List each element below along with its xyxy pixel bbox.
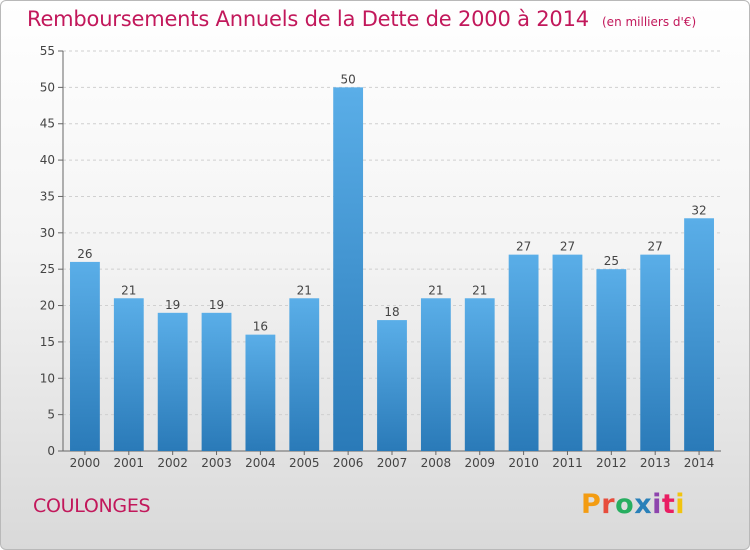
value-label: 27	[516, 240, 531, 254]
x-tick-label: 2010	[508, 456, 539, 470]
bar-2005	[289, 298, 320, 451]
logo-letter: t	[661, 489, 676, 520]
y-tick-label: 30	[40, 226, 55, 240]
bar-2010	[508, 254, 539, 451]
y-tick-label: 35	[40, 189, 55, 203]
value-label: 21	[428, 283, 443, 297]
y-tick-label: 40	[40, 153, 55, 167]
title-block: Remboursements Annuels de la Dette de 20…	[27, 7, 696, 31]
bar-2008	[420, 298, 451, 451]
bar-2007	[377, 320, 407, 451]
bar-2000	[70, 261, 100, 451]
bar-2011	[552, 254, 583, 451]
logo-letter: o	[615, 489, 635, 520]
value-label: 25	[604, 254, 619, 268]
value-label: 21	[297, 283, 312, 297]
logo-letter: P	[581, 489, 602, 520]
axis-layer: 0 5 10 15 20 25 30 35 40 45 50 55 2000 2001 2002 2003 20…	[40, 44, 721, 470]
x-tick-label: 2006	[333, 456, 364, 470]
chart-title: Remboursements Annuels de la Dette de 20…	[27, 7, 589, 31]
y-tick-label: 55	[40, 44, 55, 58]
bar-2003	[201, 312, 232, 451]
x-tick-label: 2001	[114, 456, 145, 470]
y-tick-label: 15	[40, 335, 55, 349]
x-tick-label: 2014	[684, 456, 715, 470]
value-label: 50	[340, 72, 355, 86]
y-tick-label: 25	[40, 262, 55, 276]
value-label: 19	[209, 298, 224, 312]
bar-2002	[157, 312, 188, 451]
x-tick-label: 2008	[421, 456, 452, 470]
value-label: 32	[691, 203, 706, 217]
x-tick-label: 2009	[464, 456, 495, 470]
y-tick-label: 5	[47, 408, 55, 422]
logo-letter: i	[652, 489, 662, 520]
x-tick-label: 2007	[377, 456, 408, 470]
value-label: 16	[253, 320, 268, 334]
bar-2004	[245, 334, 276, 451]
y-tick-label: 45	[40, 117, 55, 131]
bar-2014	[684, 218, 714, 451]
label-layer: 26 21 19 19 16 21 50 18 21 21 27 27 25 27 32	[77, 72, 706, 333]
bar-layer	[70, 87, 714, 451]
x-tick-label: 2003	[201, 456, 232, 470]
logo-letter: i	[675, 489, 686, 520]
value-label: 26	[77, 247, 92, 261]
bar-2001	[113, 298, 144, 451]
x-tick-label: 2005	[289, 456, 320, 470]
value-label: 27	[648, 240, 663, 254]
x-tick-label: 2011	[552, 456, 583, 470]
chart-unit: (en milliers d'€)	[602, 15, 697, 29]
y-tick-label: 50	[40, 80, 55, 94]
logo-letter: r	[601, 489, 616, 520]
value-label: 21	[121, 283, 136, 297]
value-label: 27	[560, 240, 575, 254]
y-tick-label: 10	[40, 371, 55, 385]
bar-2012	[596, 269, 627, 451]
y-tick-label: 0	[47, 444, 55, 458]
x-tick-label: 2002	[157, 456, 188, 470]
bar-2013	[640, 254, 671, 451]
y-tick-label: 20	[40, 299, 55, 313]
x-tick-label: 2004	[245, 456, 276, 470]
logo-letter: x	[634, 489, 653, 520]
x-tick-label: 2012	[596, 456, 627, 470]
value-label: 21	[472, 283, 487, 297]
x-tick-label: 2013	[640, 456, 671, 470]
value-label: 19	[165, 298, 180, 312]
proxiti-logo: Proxiti	[581, 489, 685, 520]
value-label: 18	[384, 305, 399, 319]
bar-2006	[333, 87, 364, 451]
commune-name: COULONGES	[33, 495, 151, 517]
x-tick-label: 2000	[70, 456, 101, 470]
bar-2009	[464, 298, 495, 451]
